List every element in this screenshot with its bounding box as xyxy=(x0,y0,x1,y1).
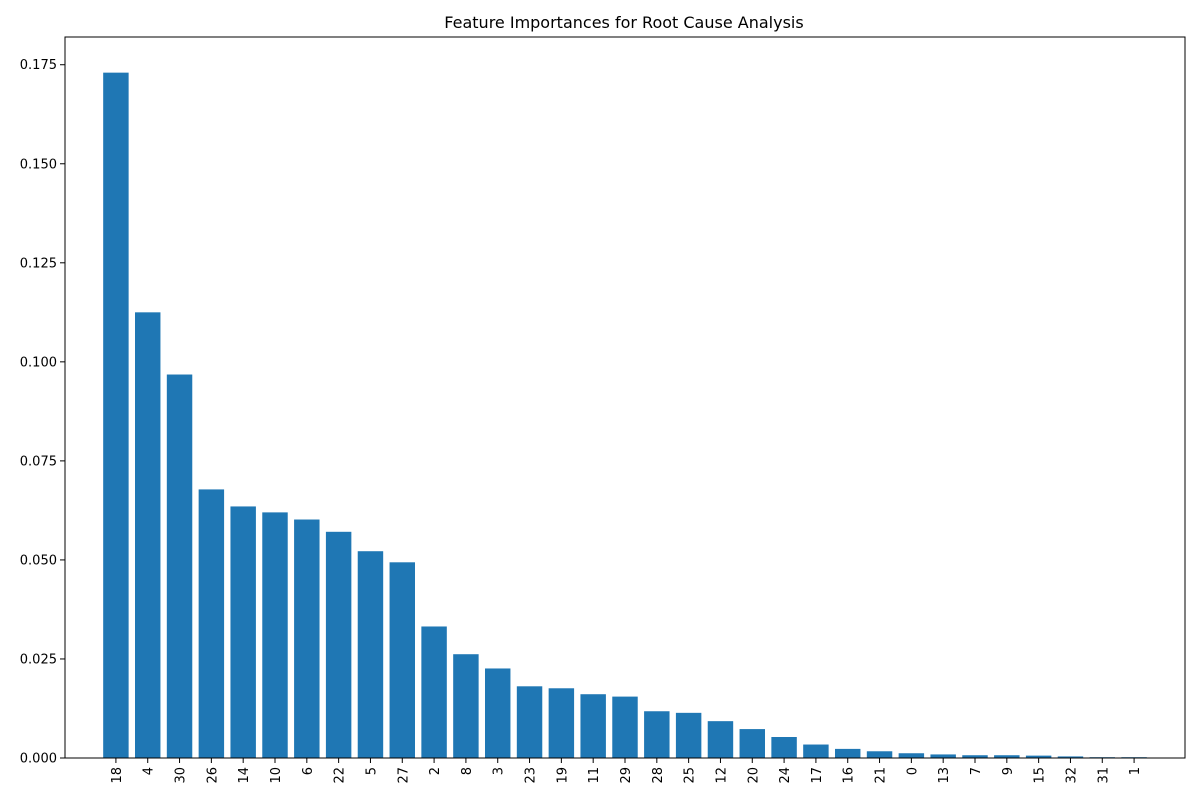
y-tick-label: 0.000 xyxy=(20,752,57,767)
bar-30 xyxy=(166,374,193,758)
x-tick-label: 5 xyxy=(364,767,379,775)
x-tick-label: 24 xyxy=(778,767,793,784)
bar-21 xyxy=(866,751,893,758)
x-tick-label: 15 xyxy=(1033,767,1048,784)
x-tick-label: 23 xyxy=(524,767,539,784)
x-tick-label: 19 xyxy=(555,767,570,784)
bar-11 xyxy=(580,694,606,758)
x-tick-label: 29 xyxy=(619,767,634,784)
x-tick-label: 17 xyxy=(810,767,825,784)
bar-28 xyxy=(644,711,670,758)
bar-7 xyxy=(962,755,988,758)
bar-5 xyxy=(357,551,384,758)
x-tick-label: 25 xyxy=(683,767,698,784)
x-tick-label: 22 xyxy=(333,767,348,784)
bar-22 xyxy=(325,531,352,758)
y-tick-label: 0.150 xyxy=(20,157,57,172)
y-axis: 0.000 0.025 0.050 0.075 0.100 0.125 0.150 0.175 xyxy=(20,58,65,767)
bar-24 xyxy=(771,737,797,758)
x-tick-label: 13 xyxy=(937,767,952,784)
bar-2 xyxy=(421,626,447,758)
bar-26 xyxy=(198,489,225,758)
x-tick-label: 18 xyxy=(110,767,125,784)
y-tick-label: 0.175 xyxy=(20,58,57,73)
x-tick-label: 11 xyxy=(587,767,602,784)
y-tick-label: 0.050 xyxy=(20,553,57,568)
x-tick-label: 27 xyxy=(396,767,411,784)
bar-9 xyxy=(994,755,1020,758)
bar-0 xyxy=(898,753,925,758)
y-tick-label: 0.100 xyxy=(20,355,57,370)
bar-8 xyxy=(453,654,479,758)
x-tick-label: 31 xyxy=(1096,767,1111,784)
y-tick-label: 0.075 xyxy=(20,454,57,469)
x-tick-label: 30 xyxy=(174,767,189,784)
bar-27 xyxy=(389,562,415,758)
bar-25 xyxy=(675,712,702,758)
bar-19 xyxy=(548,688,575,758)
chart-title: Feature Importances for Root Cause Analy… xyxy=(444,13,803,32)
bar-18 xyxy=(103,72,129,758)
x-tick-label: 1 xyxy=(1128,767,1143,775)
x-tick-label: 32 xyxy=(1064,767,1079,784)
x-axis: 18 4 30 26 14 10 6 22 5 27 2 8 3 23 19 11 29 28 25 12 20 24 17… xyxy=(110,758,1143,784)
bar-23 xyxy=(516,686,543,758)
bar-12 xyxy=(707,721,734,758)
bar-3 xyxy=(485,668,511,758)
x-tick-label: 10 xyxy=(269,767,284,784)
bar-13 xyxy=(930,754,956,758)
x-tick-label: 28 xyxy=(651,767,666,784)
x-tick-label: 7 xyxy=(969,767,984,775)
bar-17 xyxy=(803,744,829,758)
x-tick-label: 9 xyxy=(1001,767,1016,775)
y-tick-label: 0.125 xyxy=(20,256,57,271)
bars-group xyxy=(103,72,1147,758)
plot-frame xyxy=(64,36,1186,759)
bar-29 xyxy=(612,696,638,758)
y-tick-label: 0.025 xyxy=(20,652,57,667)
bar-15 xyxy=(1025,755,1052,758)
x-tick-label: 20 xyxy=(746,767,761,784)
x-tick-label: 14 xyxy=(237,767,252,784)
bar-4 xyxy=(135,312,161,758)
x-tick-label: 21 xyxy=(874,767,889,784)
x-tick-label: 16 xyxy=(842,767,857,784)
bar-14 xyxy=(230,506,256,758)
bar-6 xyxy=(294,519,320,758)
x-tick-label: 12 xyxy=(714,767,729,784)
x-tick-label: 6 xyxy=(301,767,316,775)
x-tick-label: 26 xyxy=(205,767,220,784)
x-tick-label: 3 xyxy=(492,767,507,775)
x-tick-label: 0 xyxy=(905,767,920,775)
bar-16 xyxy=(835,748,861,758)
bar-10 xyxy=(262,512,288,758)
bar-20 xyxy=(739,729,765,758)
x-tick-label: 8 xyxy=(460,767,475,775)
x-tick-label: 4 xyxy=(142,767,157,775)
bar-32 xyxy=(1057,756,1084,758)
x-tick-label: 2 xyxy=(428,767,443,775)
